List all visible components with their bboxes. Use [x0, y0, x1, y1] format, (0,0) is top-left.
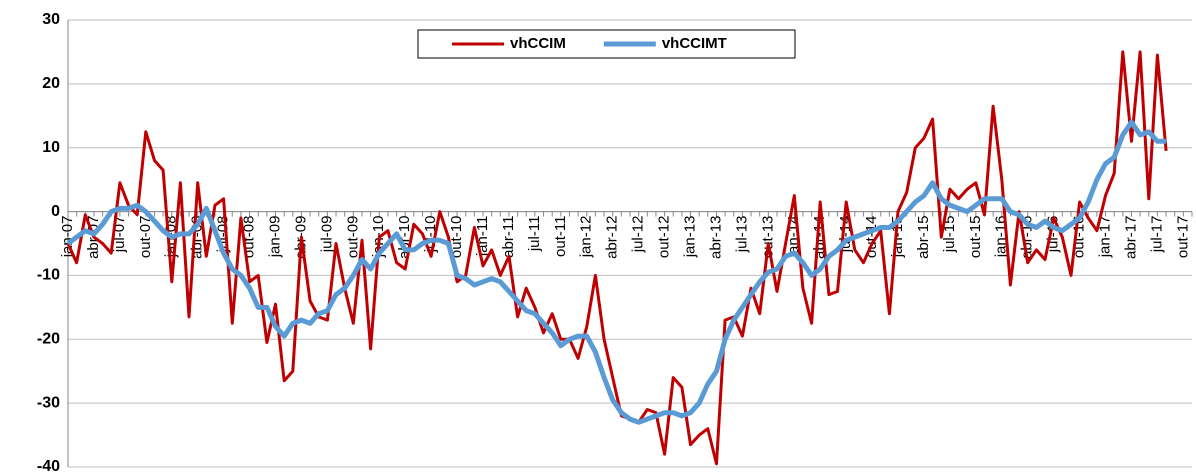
series-line — [66, 50, 1168, 466]
x-tick-label: out-12 — [656, 216, 673, 259]
x-tick-label: out-11 — [552, 216, 569, 257]
x-tick-label: jul-13 — [733, 216, 750, 254]
x-tick-label: jul-09 — [318, 216, 335, 254]
x-tick-label: out-13 — [759, 216, 776, 259]
x-tick-label: out-07 — [137, 216, 154, 259]
x-tick-label: abr-15 — [915, 216, 932, 259]
x-tick-label: jan-07 — [59, 216, 76, 259]
y-tick-label: -10 — [37, 267, 60, 284]
x-tick-label: abr-12 — [604, 216, 621, 259]
x-tick-label: jan-09 — [266, 216, 283, 259]
y-tick-label: 0 — [51, 203, 60, 220]
series-line — [66, 119, 1167, 425]
x-tick-label: out-14 — [863, 216, 880, 259]
y-tick-label: -30 — [37, 394, 60, 411]
x-tick-label: abr-11 — [500, 216, 517, 258]
y-tick-label: -20 — [37, 331, 60, 348]
y-tick-label: 10 — [42, 139, 60, 156]
x-tick-label: jan-12 — [578, 216, 595, 259]
x-tick-label: jul-11 — [526, 216, 543, 253]
x-tick-label: jan-13 — [681, 216, 698, 259]
x-tick-label: jul-12 — [630, 216, 647, 254]
x-tick-label: jul-15 — [941, 216, 958, 254]
x-tick-label: out-17 — [1174, 216, 1191, 259]
y-tick-label: -40 — [37, 458, 60, 475]
x-tick-label: jul-17 — [1148, 216, 1165, 254]
x-tick-label: abr-13 — [707, 216, 724, 259]
x-tick-label: abr-17 — [1122, 216, 1139, 259]
legend-label: vhCCIMT — [662, 35, 727, 52]
x-tick-label: jan-17 — [1097, 216, 1114, 259]
x-tick-label: out-15 — [967, 216, 984, 259]
x-tick-label: out-09 — [344, 216, 361, 259]
x-tick-label: out-10 — [448, 216, 465, 259]
y-tick-label: 20 — [42, 75, 60, 92]
y-tick-label: 30 — [42, 11, 60, 28]
legend-label: vhCCIM — [510, 35, 566, 52]
